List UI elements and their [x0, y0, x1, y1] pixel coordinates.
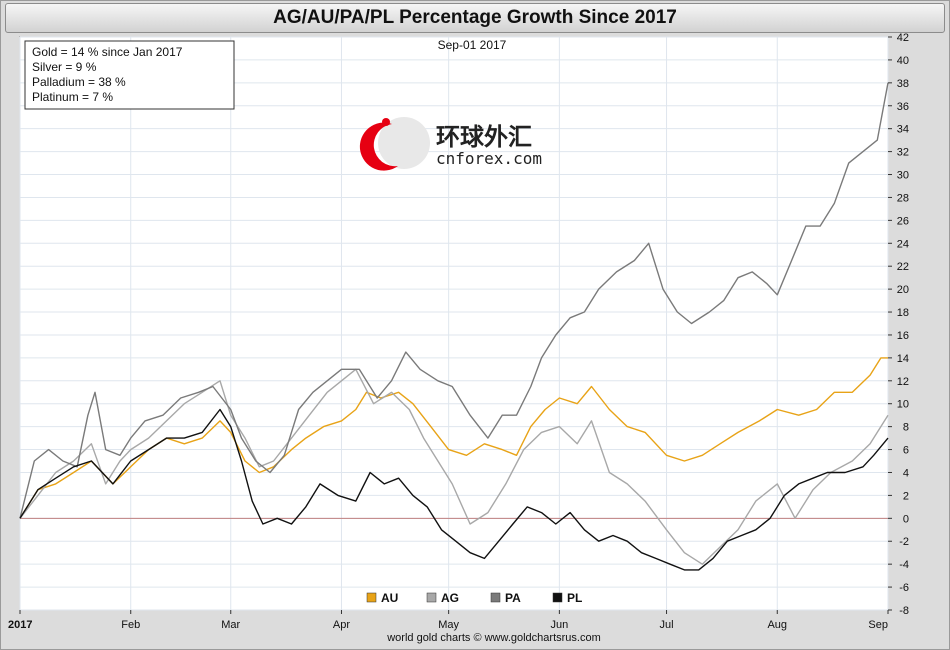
legend-label-pl: PL: [567, 591, 582, 605]
x-axis-ticks: 2017 Feb Mar Apr May Jun Jul Aug Sep: [8, 610, 889, 631]
y-tick-label: 32: [897, 147, 909, 159]
y-tick-label: 0: [903, 513, 909, 525]
y-tick-label: 18: [897, 307, 909, 319]
y-tick-label: -8: [899, 605, 909, 617]
y-tick-label: 36: [897, 101, 909, 113]
stats-box: Gold = 14 % since Jan 2017 Silver = 9 % …: [24, 40, 235, 110]
legend-label-ag: AG: [441, 591, 459, 605]
chart-title: AG/AU/PA/PL Percentage Growth Since 2017: [273, 7, 677, 28]
y-tick-label: 14: [897, 353, 909, 365]
date-label: Sep-01 2017: [438, 38, 507, 52]
watermark-dot-icon: [382, 118, 390, 126]
y-tick-label: 24: [897, 238, 909, 250]
legend: AU AG PA PL: [366, 591, 582, 605]
y-tick-label: 22: [897, 261, 909, 273]
stats-silver: Silver = 9 %: [32, 60, 97, 74]
series-lines: [19, 82, 889, 571]
series-line-pl: [19, 408, 889, 571]
x-tick-label: Apr: [333, 619, 350, 631]
watermark-logo: 环球外汇 cnforex.com: [359, 117, 542, 171]
x-tick-label: Mar: [221, 619, 240, 631]
y-tick-label: -6: [899, 582, 909, 594]
watermark-globe-icon: [378, 117, 430, 169]
watermark-chinese: 环球外汇: [436, 123, 532, 151]
y-tick-label: -4: [899, 559, 909, 571]
plot-area: [19, 36, 889, 611]
stats-platinum: Platinum = 7 %: [32, 90, 113, 104]
series-line-pa: [19, 82, 889, 519]
y-tick-label: 42: [897, 32, 909, 44]
y-tick-label: 4: [903, 467, 909, 479]
x-tick-label: Jun: [550, 619, 568, 631]
legend-label-au: AU: [381, 591, 398, 605]
legend-label-pa: PA: [505, 591, 521, 605]
y-tick-label: 10: [897, 399, 909, 411]
y-axis-ticks: 424038363432302826242220181614121086420-…: [888, 32, 909, 617]
x-tick-label: Jul: [660, 619, 674, 631]
grid-lines: [19, 36, 889, 611]
series-line-au: [19, 357, 888, 519]
legend-swatch-pa: [490, 592, 501, 603]
x-tick-label: Feb: [121, 619, 140, 631]
y-tick-label: 38: [897, 78, 909, 90]
y-tick-label: 26: [897, 215, 909, 227]
chart-title-bar: AG/AU/PA/PL Percentage Growth Since 2017: [5, 3, 945, 33]
x-tick-label: Sep: [868, 619, 888, 631]
y-tick-label: 40: [897, 55, 909, 67]
y-tick-label: 34: [897, 124, 909, 136]
stats-palladium: Palladium = 38 %: [32, 75, 126, 89]
source-credit: world gold charts © www.goldchartsrus.co…: [386, 632, 601, 644]
legend-swatch-pl: [552, 592, 563, 603]
watermark-arc-icon: [359, 122, 398, 171]
stats-gold: Gold = 14 % since Jan 2017: [32, 45, 183, 59]
y-tick-label: -2: [899, 536, 909, 548]
legend-swatch-ag: [426, 592, 437, 603]
y-tick-label: 30: [897, 170, 909, 182]
x-tick-label: 2017: [8, 619, 32, 631]
y-tick-label: 28: [897, 192, 909, 204]
legend-swatch-au: [366, 592, 377, 603]
y-tick-label: 2: [903, 490, 909, 502]
y-tick-label: 20: [897, 284, 909, 296]
series-line-ag: [19, 368, 889, 565]
x-tick-label: Aug: [767, 619, 787, 631]
y-tick-label: 8: [903, 422, 909, 434]
y-tick-label: 16: [897, 330, 909, 342]
watermark-domain: cnforex.com: [436, 149, 542, 168]
y-tick-label: 6: [903, 445, 909, 457]
x-tick-label: May: [438, 619, 459, 631]
y-tick-label: 12: [897, 376, 909, 388]
